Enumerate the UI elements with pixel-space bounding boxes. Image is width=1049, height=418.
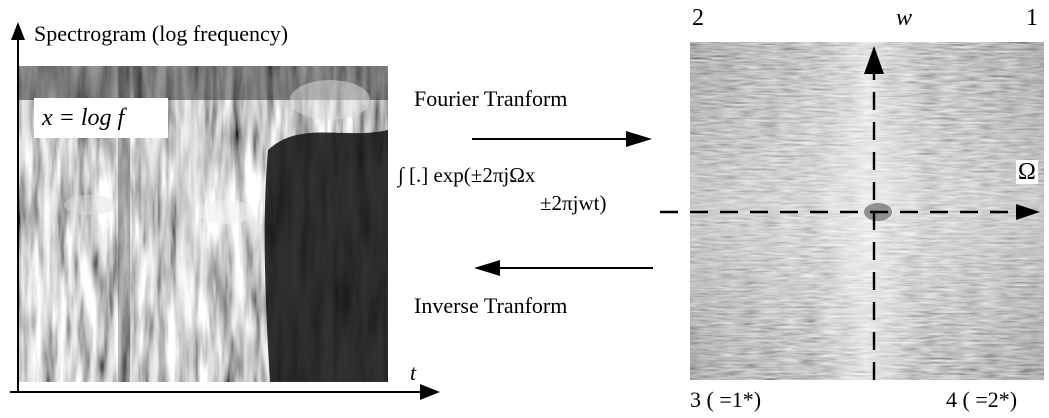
transform-image (690, 42, 1044, 380)
inset-label-box (34, 98, 168, 138)
time-axis-arrowhead (420, 384, 440, 400)
quadrant-4-label: 4 ( =2*) (946, 387, 1018, 412)
w-axis-arrowhead (864, 46, 884, 74)
inset-label-suffix: f (117, 105, 125, 131)
inset-label-prefix: x = log (42, 105, 112, 131)
spectrogram-image (18, 66, 388, 382)
frequency-axis-arrowhead (11, 22, 25, 40)
inverse-transform-label: Inverse Tranform (414, 293, 568, 318)
omega-axis-label: Ω (1016, 159, 1038, 185)
formula-line-1: ∫ [.] exp(±2πjΩx (398, 163, 536, 187)
time-axis-label: t (410, 360, 417, 385)
forward-transform-arrowhead (626, 131, 652, 147)
quadrant-2-label: 2 (692, 5, 704, 31)
quadrant-1-label: 1 (1026, 5, 1038, 31)
quadrant-3-label: 3 ( =1*) (690, 387, 762, 412)
spectrogram-title: Spectrogram (log frequency) (34, 21, 289, 46)
omega-axis-arrowhead (1016, 204, 1040, 220)
inset-label: x = log f (42, 106, 124, 130)
forward-transform-label: Fourier Tranform (414, 86, 568, 111)
formula-line-2: ±2πjwt) (540, 191, 607, 215)
inverse-transform-arrowhead (474, 260, 500, 276)
w-axis-label: w (896, 5, 913, 31)
